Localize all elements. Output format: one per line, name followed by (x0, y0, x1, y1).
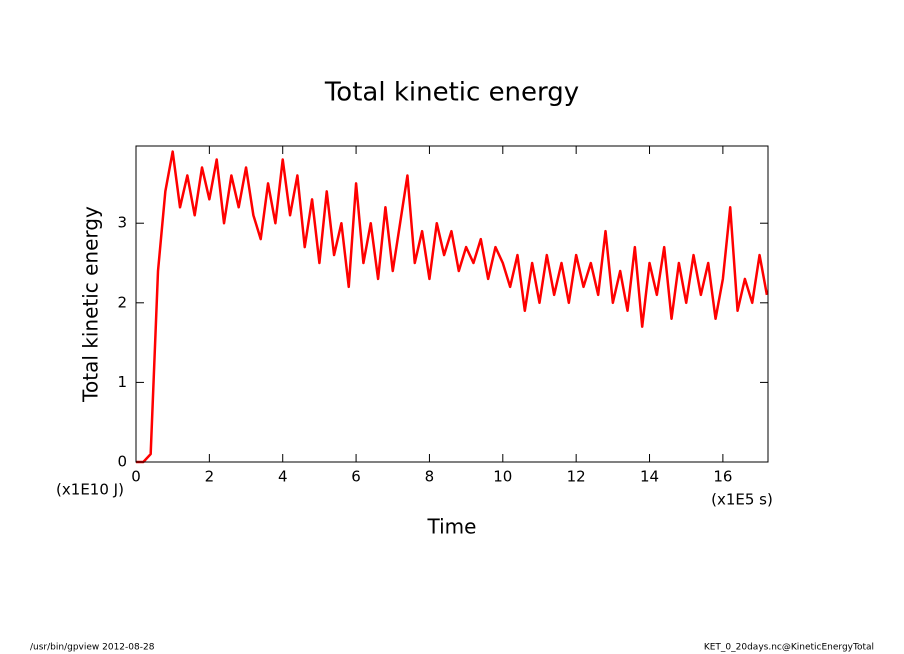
footer-right: KET_0_20days.nc@KineticEnergyTotal (704, 643, 874, 653)
x-tick-label: 12 (567, 468, 586, 486)
x-tick-label: 0 (131, 468, 141, 486)
x-axis-label: Time (427, 515, 477, 539)
footer-left: /usr/bin/gpview 2012-08-28 (30, 643, 155, 653)
y-unit: (x1E10 J) (56, 481, 124, 499)
x-tick-label: 8 (425, 468, 435, 486)
y-axis-label: Total kinetic energy (79, 206, 103, 403)
y-tick-label: 0 (117, 453, 127, 471)
x-tick-label: 16 (713, 468, 732, 486)
y-tick-label: 2 (117, 293, 127, 311)
y-tick-label: 1 (117, 373, 127, 391)
data-line (136, 150, 769, 464)
x-tick-label: 10 (493, 468, 512, 486)
chart-title: Total kinetic energy (324, 78, 579, 108)
x-tick-label: 2 (205, 468, 215, 486)
y-tick-label: 3 (117, 214, 127, 232)
x-tick-label: 4 (278, 468, 288, 486)
plot-frame (135, 145, 769, 463)
x-tick-label: 14 (640, 468, 659, 486)
x-unit: (x1E5 s) (711, 491, 773, 509)
x-tick-label: 6 (351, 468, 361, 486)
